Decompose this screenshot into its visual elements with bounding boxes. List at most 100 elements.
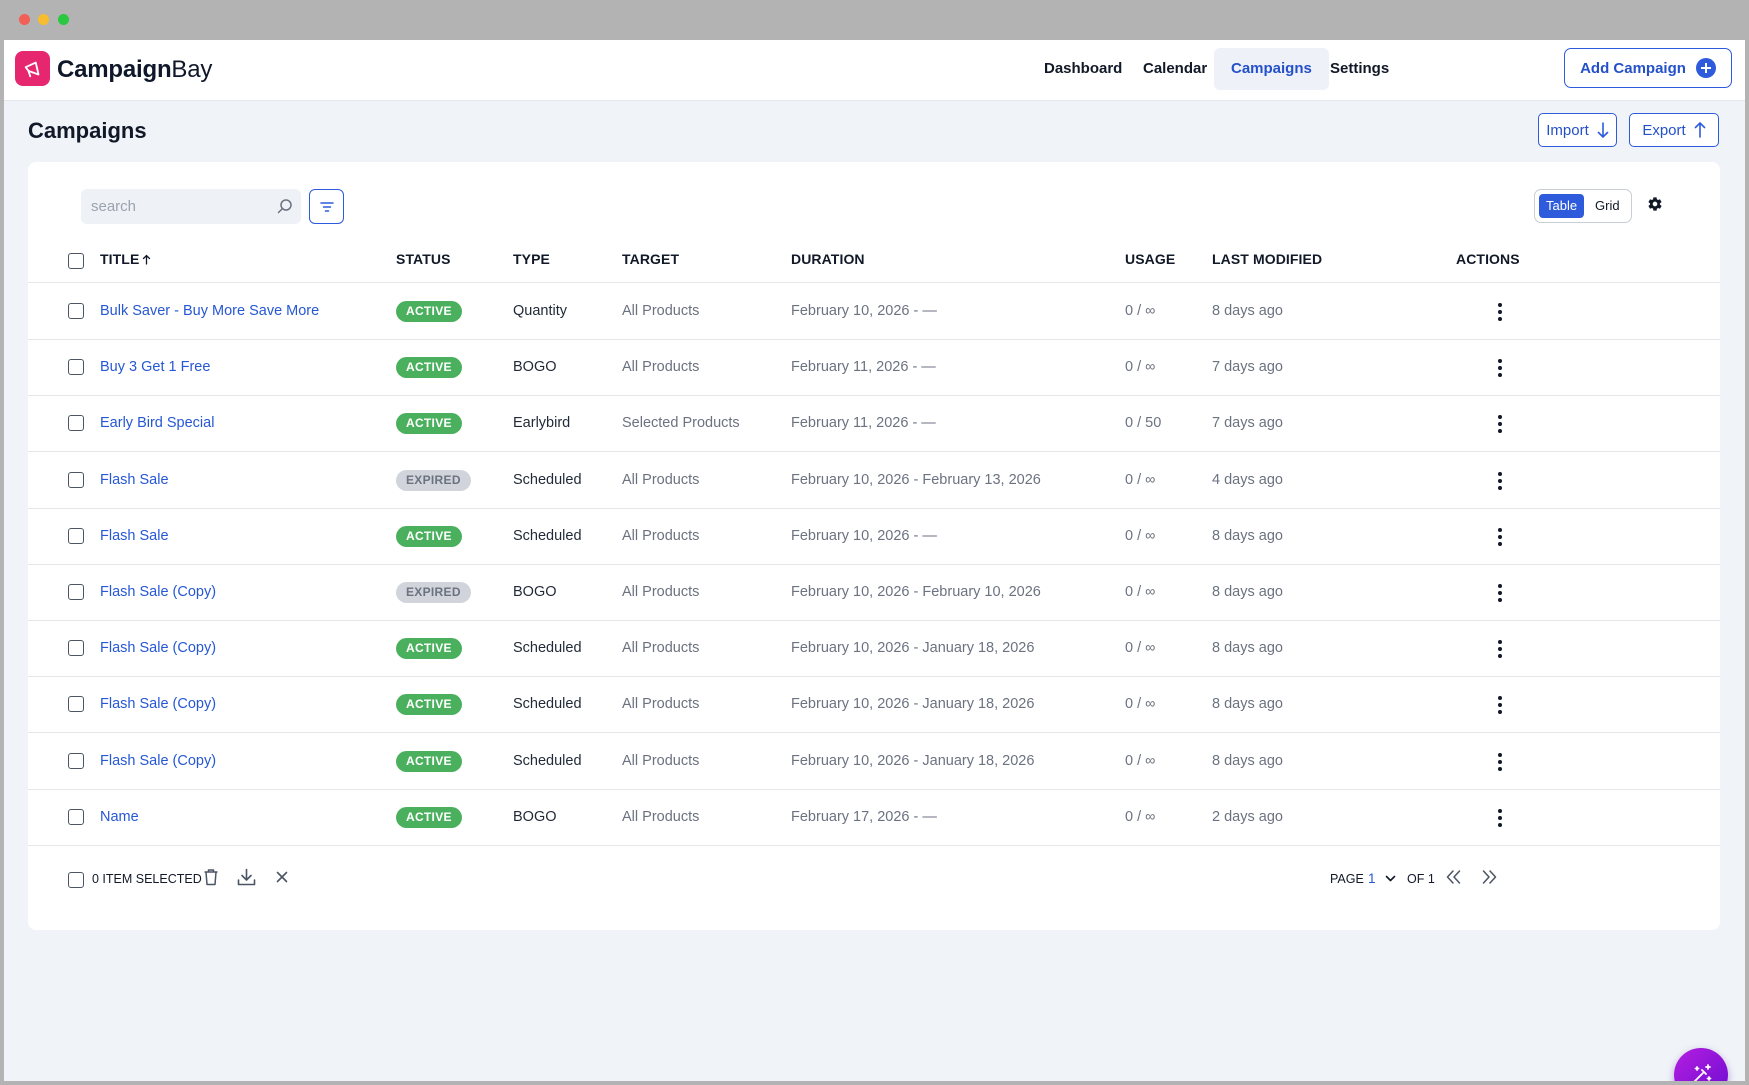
campaign-title-link[interactable]: Flash Sale (Copy) bbox=[100, 584, 217, 600]
kebab-menu-icon[interactable] bbox=[1490, 356, 1510, 380]
kebab-menu-icon[interactable] bbox=[1490, 693, 1510, 717]
campaign-title-link[interactable]: Name bbox=[100, 808, 139, 825]
status-badge: EXPIRED bbox=[396, 469, 471, 491]
campaign-title-link[interactable]: Bulk Saver - Buy More Save More bbox=[100, 303, 320, 319]
column-header-title-label: TITLE bbox=[100, 251, 140, 267]
close-icon[interactable] bbox=[276, 871, 288, 883]
column-header-last-modified[interactable]: LAST MODIFIED bbox=[1212, 251, 1323, 267]
chevron-down-icon[interactable] bbox=[1385, 875, 1396, 883]
campaign-last-modified: 8 days ago bbox=[1212, 752, 1283, 769]
nav-settings[interactable]: Settings bbox=[1330, 60, 1390, 77]
campaign-title-link[interactable]: Early Bird Special bbox=[100, 415, 215, 432]
page-title: Campaigns bbox=[28, 118, 147, 143]
campaign-usage: 0 / ∞ bbox=[1125, 696, 1156, 713]
row-checkbox[interactable] bbox=[68, 303, 84, 319]
download-icon[interactable] bbox=[237, 868, 256, 886]
column-header-duration[interactable]: DURATION bbox=[791, 251, 865, 267]
campaigns-card: Table Grid TITLE STATUS TYPE TARGET DURA… bbox=[28, 162, 1720, 930]
campaign-type: Scheduled bbox=[513, 752, 582, 769]
kebab-menu-icon[interactable] bbox=[1490, 412, 1510, 436]
footer-select-checkbox[interactable] bbox=[68, 872, 84, 888]
campaign-duration: February 10, 2026 - January 18, 2026 bbox=[791, 640, 1035, 657]
view-grid-option[interactable]: Grid bbox=[1595, 198, 1620, 213]
column-header-title[interactable]: TITLE bbox=[100, 251, 151, 267]
nav-dashboard[interactable]: Dashboard bbox=[1044, 60, 1123, 77]
window-close-dot[interactable] bbox=[19, 14, 30, 25]
double-chevron-right-icon[interactable] bbox=[1482, 870, 1497, 884]
view-table-option[interactable]: Table bbox=[1539, 194, 1585, 218]
column-header-usage[interactable]: USAGE bbox=[1125, 251, 1176, 267]
kebab-menu-icon[interactable] bbox=[1490, 581, 1510, 605]
nav-calendar[interactable]: Calendar bbox=[1143, 60, 1208, 77]
row-checkbox[interactable] bbox=[68, 640, 84, 657]
campaign-usage: 0 / ∞ bbox=[1125, 752, 1156, 769]
gear-icon[interactable] bbox=[1647, 196, 1663, 212]
campaign-title-link[interactable]: Flash Sale (Copy) bbox=[100, 696, 217, 713]
filter-button[interactable] bbox=[309, 189, 344, 224]
status-badge: ACTIVE bbox=[396, 806, 462, 828]
magic-wand-button[interactable] bbox=[1674, 1048, 1728, 1081]
kebab-menu-icon[interactable] bbox=[1490, 469, 1510, 493]
campaign-type: BOGO bbox=[513, 584, 557, 600]
window-maximize-dot[interactable] bbox=[58, 14, 69, 25]
view-toggle: Table Grid bbox=[1534, 189, 1632, 223]
campaign-type: Quantity bbox=[513, 303, 567, 319]
campaign-title-link[interactable]: Flash Sale bbox=[100, 471, 169, 488]
row-checkbox[interactable] bbox=[68, 471, 84, 488]
nav-campaigns[interactable]: Campaigns bbox=[1214, 48, 1329, 90]
campaign-target: Selected Products bbox=[622, 415, 740, 432]
export-button[interactable]: Export bbox=[1629, 113, 1719, 147]
campaign-last-modified: 8 days ago bbox=[1212, 696, 1283, 713]
campaign-type: BOGO bbox=[513, 359, 557, 376]
sort-up-arrow-icon bbox=[143, 254, 151, 265]
row-checkbox[interactable] bbox=[68, 415, 84, 432]
row-checkbox[interactable] bbox=[68, 527, 84, 544]
double-chevron-left-icon[interactable] bbox=[1446, 870, 1461, 884]
campaign-target: All Products bbox=[622, 696, 700, 713]
import-button[interactable]: Import bbox=[1538, 113, 1617, 147]
table-header: TITLE STATUS TYPE TARGET DURATION USAGE … bbox=[28, 238, 1720, 283]
search-icon[interactable] bbox=[277, 198, 293, 214]
table-row: Buy 3 Get 1 Free ACTIVE BOGO All Products Fe… bbox=[28, 339, 1720, 397]
campaign-duration: February 10, 2026 - January 18, 2026 bbox=[791, 696, 1035, 713]
trash-icon[interactable] bbox=[203, 868, 219, 886]
kebab-menu-icon[interactable] bbox=[1490, 637, 1510, 661]
add-campaign-button[interactable]: Add Campaign bbox=[1564, 48, 1732, 88]
row-checkbox[interactable] bbox=[68, 752, 84, 769]
row-checkbox[interactable] bbox=[68, 584, 84, 600]
kebab-menu-icon[interactable] bbox=[1490, 806, 1510, 830]
campaign-title-link[interactable]: Flash Sale bbox=[100, 527, 169, 544]
row-checkbox[interactable] bbox=[68, 359, 84, 376]
table-footer: 0 ITEM SELECTED PAGE 1 OF 1 bbox=[28, 846, 1720, 930]
kebab-menu-icon[interactable] bbox=[1490, 750, 1510, 774]
page-number-select[interactable]: 1 bbox=[1368, 871, 1376, 886]
campaign-title-link[interactable]: Flash Sale (Copy) bbox=[100, 640, 217, 657]
campaign-target: All Products bbox=[622, 640, 700, 657]
column-header-type[interactable]: TYPE bbox=[513, 251, 550, 267]
column-header-target[interactable]: TARGET bbox=[622, 251, 680, 267]
search-input[interactable] bbox=[81, 189, 281, 224]
total-pages-label: OF 1 bbox=[1407, 872, 1435, 886]
campaign-type: BOGO bbox=[513, 808, 557, 825]
column-header-status[interactable]: STATUS bbox=[396, 251, 451, 267]
row-checkbox[interactable] bbox=[68, 808, 84, 825]
campaign-usage: 0 / ∞ bbox=[1125, 471, 1156, 488]
campaign-usage: 0 / ∞ bbox=[1125, 640, 1156, 657]
row-checkbox[interactable] bbox=[68, 696, 84, 713]
page-label: PAGE bbox=[1330, 872, 1364, 886]
select-all-checkbox[interactable] bbox=[68, 253, 84, 269]
status-badge: ACTIVE bbox=[396, 638, 462, 660]
campaign-last-modified: 4 days ago bbox=[1212, 471, 1283, 488]
campaign-title-link[interactable]: Flash Sale (Copy) bbox=[100, 752, 217, 769]
brand-name: CampaignBay bbox=[57, 55, 212, 85]
campaign-target: All Products bbox=[622, 584, 700, 600]
campaign-target: All Products bbox=[622, 359, 700, 376]
campaign-type: Scheduled bbox=[513, 471, 582, 488]
kebab-menu-icon[interactable] bbox=[1490, 300, 1510, 324]
filter-icon bbox=[319, 201, 334, 212]
status-badge: ACTIVE bbox=[396, 413, 462, 435]
window-minimize-dot[interactable] bbox=[38, 14, 49, 25]
campaign-last-modified: 2 days ago bbox=[1212, 808, 1283, 825]
kebab-menu-icon[interactable] bbox=[1490, 525, 1510, 549]
campaign-title-link[interactable]: Buy 3 Get 1 Free bbox=[100, 359, 211, 376]
